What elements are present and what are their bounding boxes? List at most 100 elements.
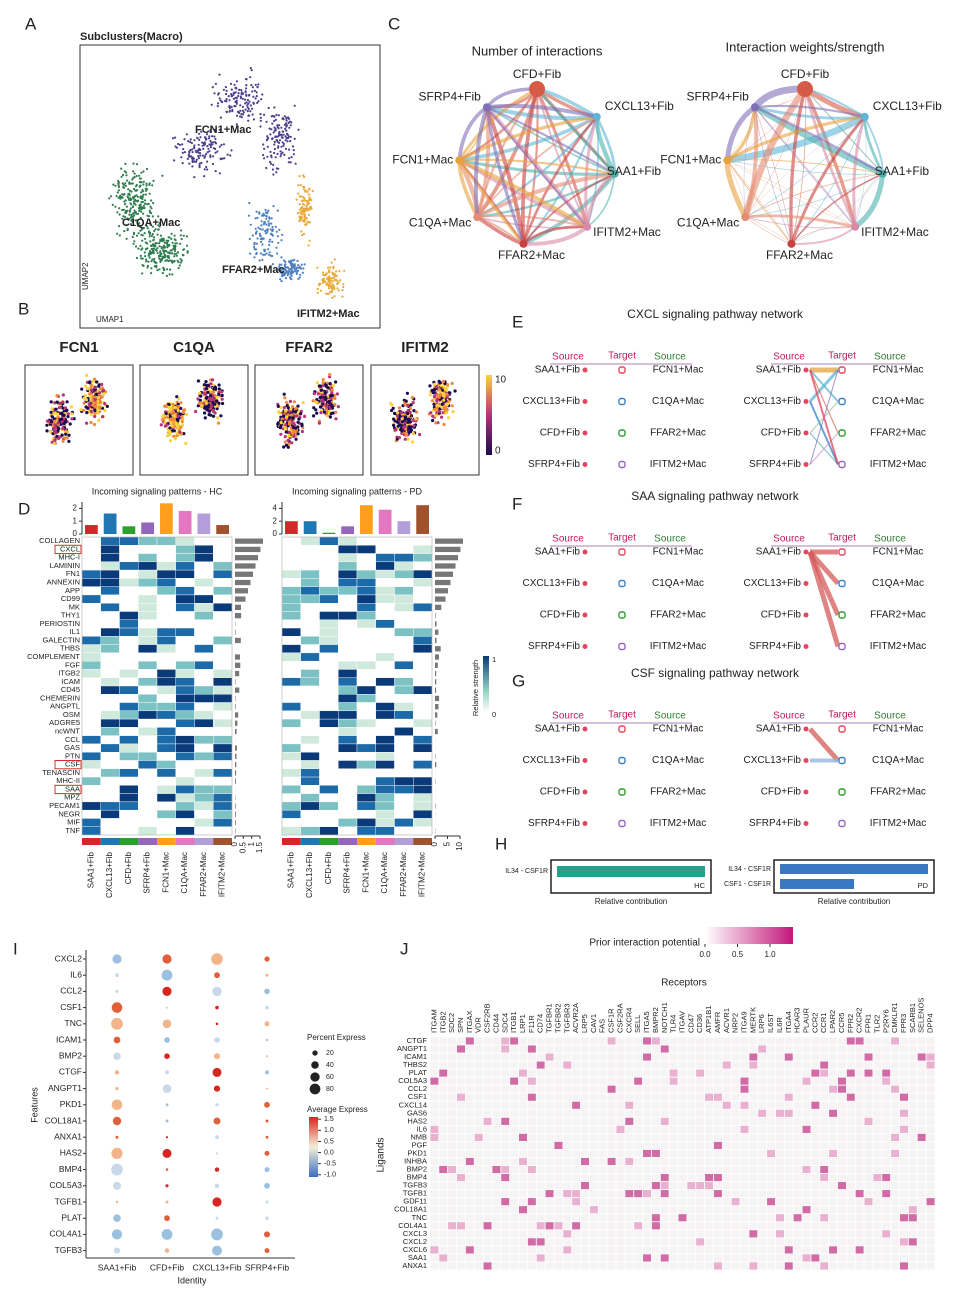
- heatmap-cell: [138, 677, 158, 687]
- heatmap-cell: [465, 1149, 475, 1158]
- umap-cell: [302, 174, 305, 177]
- feature-cell: [300, 429, 304, 434]
- umap-cell: [218, 145, 221, 148]
- heatmap-cell: [748, 1133, 759, 1142]
- heatmap-cell: [659, 1124, 670, 1134]
- umap-cell: [332, 276, 335, 280]
- heatmap-cell: [413, 611, 433, 620]
- heatmap-cell: [571, 1036, 582, 1046]
- heatmap-cell: [624, 1116, 635, 1126]
- feature-cell: [321, 400, 325, 404]
- heatmap-cell: [447, 1197, 457, 1207]
- heatmap-cell: [100, 743, 120, 753]
- umap-cell: [156, 269, 159, 272]
- umap-cell: [239, 104, 242, 107]
- heatmap-cell: [138, 669, 158, 678]
- umap-cell: [131, 216, 134, 219]
- feature-cell: [406, 420, 410, 424]
- heatmap-cell: [801, 1068, 812, 1078]
- heatmap-cell: [721, 1036, 732, 1046]
- heatmap-cell: [429, 1092, 440, 1102]
- feature-cell: [55, 394, 59, 398]
- gene-label: HAS2: [60, 1148, 82, 1158]
- heatmap-cell: [580, 1197, 590, 1207]
- target-node: [838, 397, 846, 406]
- column-strip: [194, 838, 214, 845]
- feature-cell: [446, 416, 451, 420]
- heatmap-cell: [394, 669, 414, 678]
- umap-cell: [294, 270, 297, 273]
- heatmap-cell: [119, 694, 139, 703]
- heatmap-cell: [438, 1084, 449, 1094]
- heatmap-cell: [119, 826, 139, 836]
- heatmap-cell: [837, 1092, 847, 1102]
- umap-cell: [178, 264, 181, 267]
- umap-cell: [335, 274, 338, 277]
- heatmap-cell: [544, 1068, 555, 1078]
- heatmap-cell: [854, 1108, 865, 1118]
- network-edge: [458, 87, 538, 161]
- heatmap-cell: [571, 1133, 582, 1142]
- umap-cell: [253, 245, 256, 249]
- heatmap-cell: [100, 694, 120, 703]
- heatmap-cell: [281, 561, 301, 571]
- network-node: [610, 169, 619, 178]
- umap-cell: [302, 220, 305, 223]
- heatmap-cell: [757, 1133, 768, 1142]
- heatmap-cell: [810, 1173, 821, 1183]
- heatmap-cell: [677, 1084, 688, 1094]
- umap-cell: [136, 199, 140, 202]
- target-label: FCN1+Mac: [653, 365, 704, 376]
- heatmap-cell: [138, 619, 158, 629]
- heatmap-cell: [899, 1173, 909, 1183]
- umap-cell: [246, 98, 249, 102]
- heatmap-cell: [837, 1197, 847, 1207]
- heatmap-cell: [651, 1189, 661, 1199]
- heatmap-cell: [748, 1060, 759, 1070]
- umap-cell: [328, 271, 331, 274]
- heatmap-cell: [413, 735, 433, 745]
- umap-cell: [133, 240, 136, 243]
- feature-cell: [403, 415, 407, 419]
- umap-cell: [173, 234, 176, 237]
- target-label: C1QA+Mac: [872, 578, 924, 589]
- heatmap-cell: [319, 603, 339, 612]
- heatmap-cell: [881, 1181, 892, 1191]
- heatmap-cell: [704, 1116, 714, 1126]
- umap-cell: [265, 212, 269, 215]
- feature-frame: [254, 364, 364, 476]
- heatmap-frame: [281, 536, 433, 836]
- heatmap-cell: [482, 1036, 493, 1046]
- feature-cell: [56, 421, 60, 425]
- heatmap-cell: [138, 710, 158, 720]
- feature-cell: [61, 406, 65, 410]
- umap-cell: [181, 143, 184, 146]
- source-node: [803, 581, 809, 586]
- network-edge: [522, 225, 588, 245]
- heatmap-cell: [119, 752, 139, 761]
- heatmap-cell: [828, 1084, 838, 1094]
- target-label: IFITM2+Mac: [650, 818, 706, 829]
- umap-cell: [136, 224, 139, 227]
- header: Source: [773, 534, 805, 545]
- heatmap-cell: [281, 660, 301, 670]
- umap-cell: [273, 151, 276, 155]
- umap-cell: [191, 157, 194, 160]
- row-label: COLLAGEN: [39, 536, 80, 545]
- umap-cell: [325, 283, 328, 286]
- expression-dot: [113, 1214, 121, 1222]
- heatmap-cell: [473, 1068, 484, 1078]
- contribution-bar: [780, 879, 854, 889]
- heatmap-cell: [925, 1124, 936, 1134]
- column-strip: [119, 838, 139, 845]
- umap-cell: [287, 121, 290, 125]
- heatmap-cell: [757, 1084, 768, 1094]
- heatmap-cell: [81, 735, 101, 745]
- heatmap-cell: [438, 1181, 449, 1191]
- umap-cell: [303, 175, 306, 178]
- heatmap-cell: [81, 818, 101, 827]
- heatmap-cell: [319, 818, 339, 827]
- umap-cell: [227, 95, 230, 98]
- umap-cell: [199, 136, 202, 139]
- umap-cell: [218, 128, 221, 131]
